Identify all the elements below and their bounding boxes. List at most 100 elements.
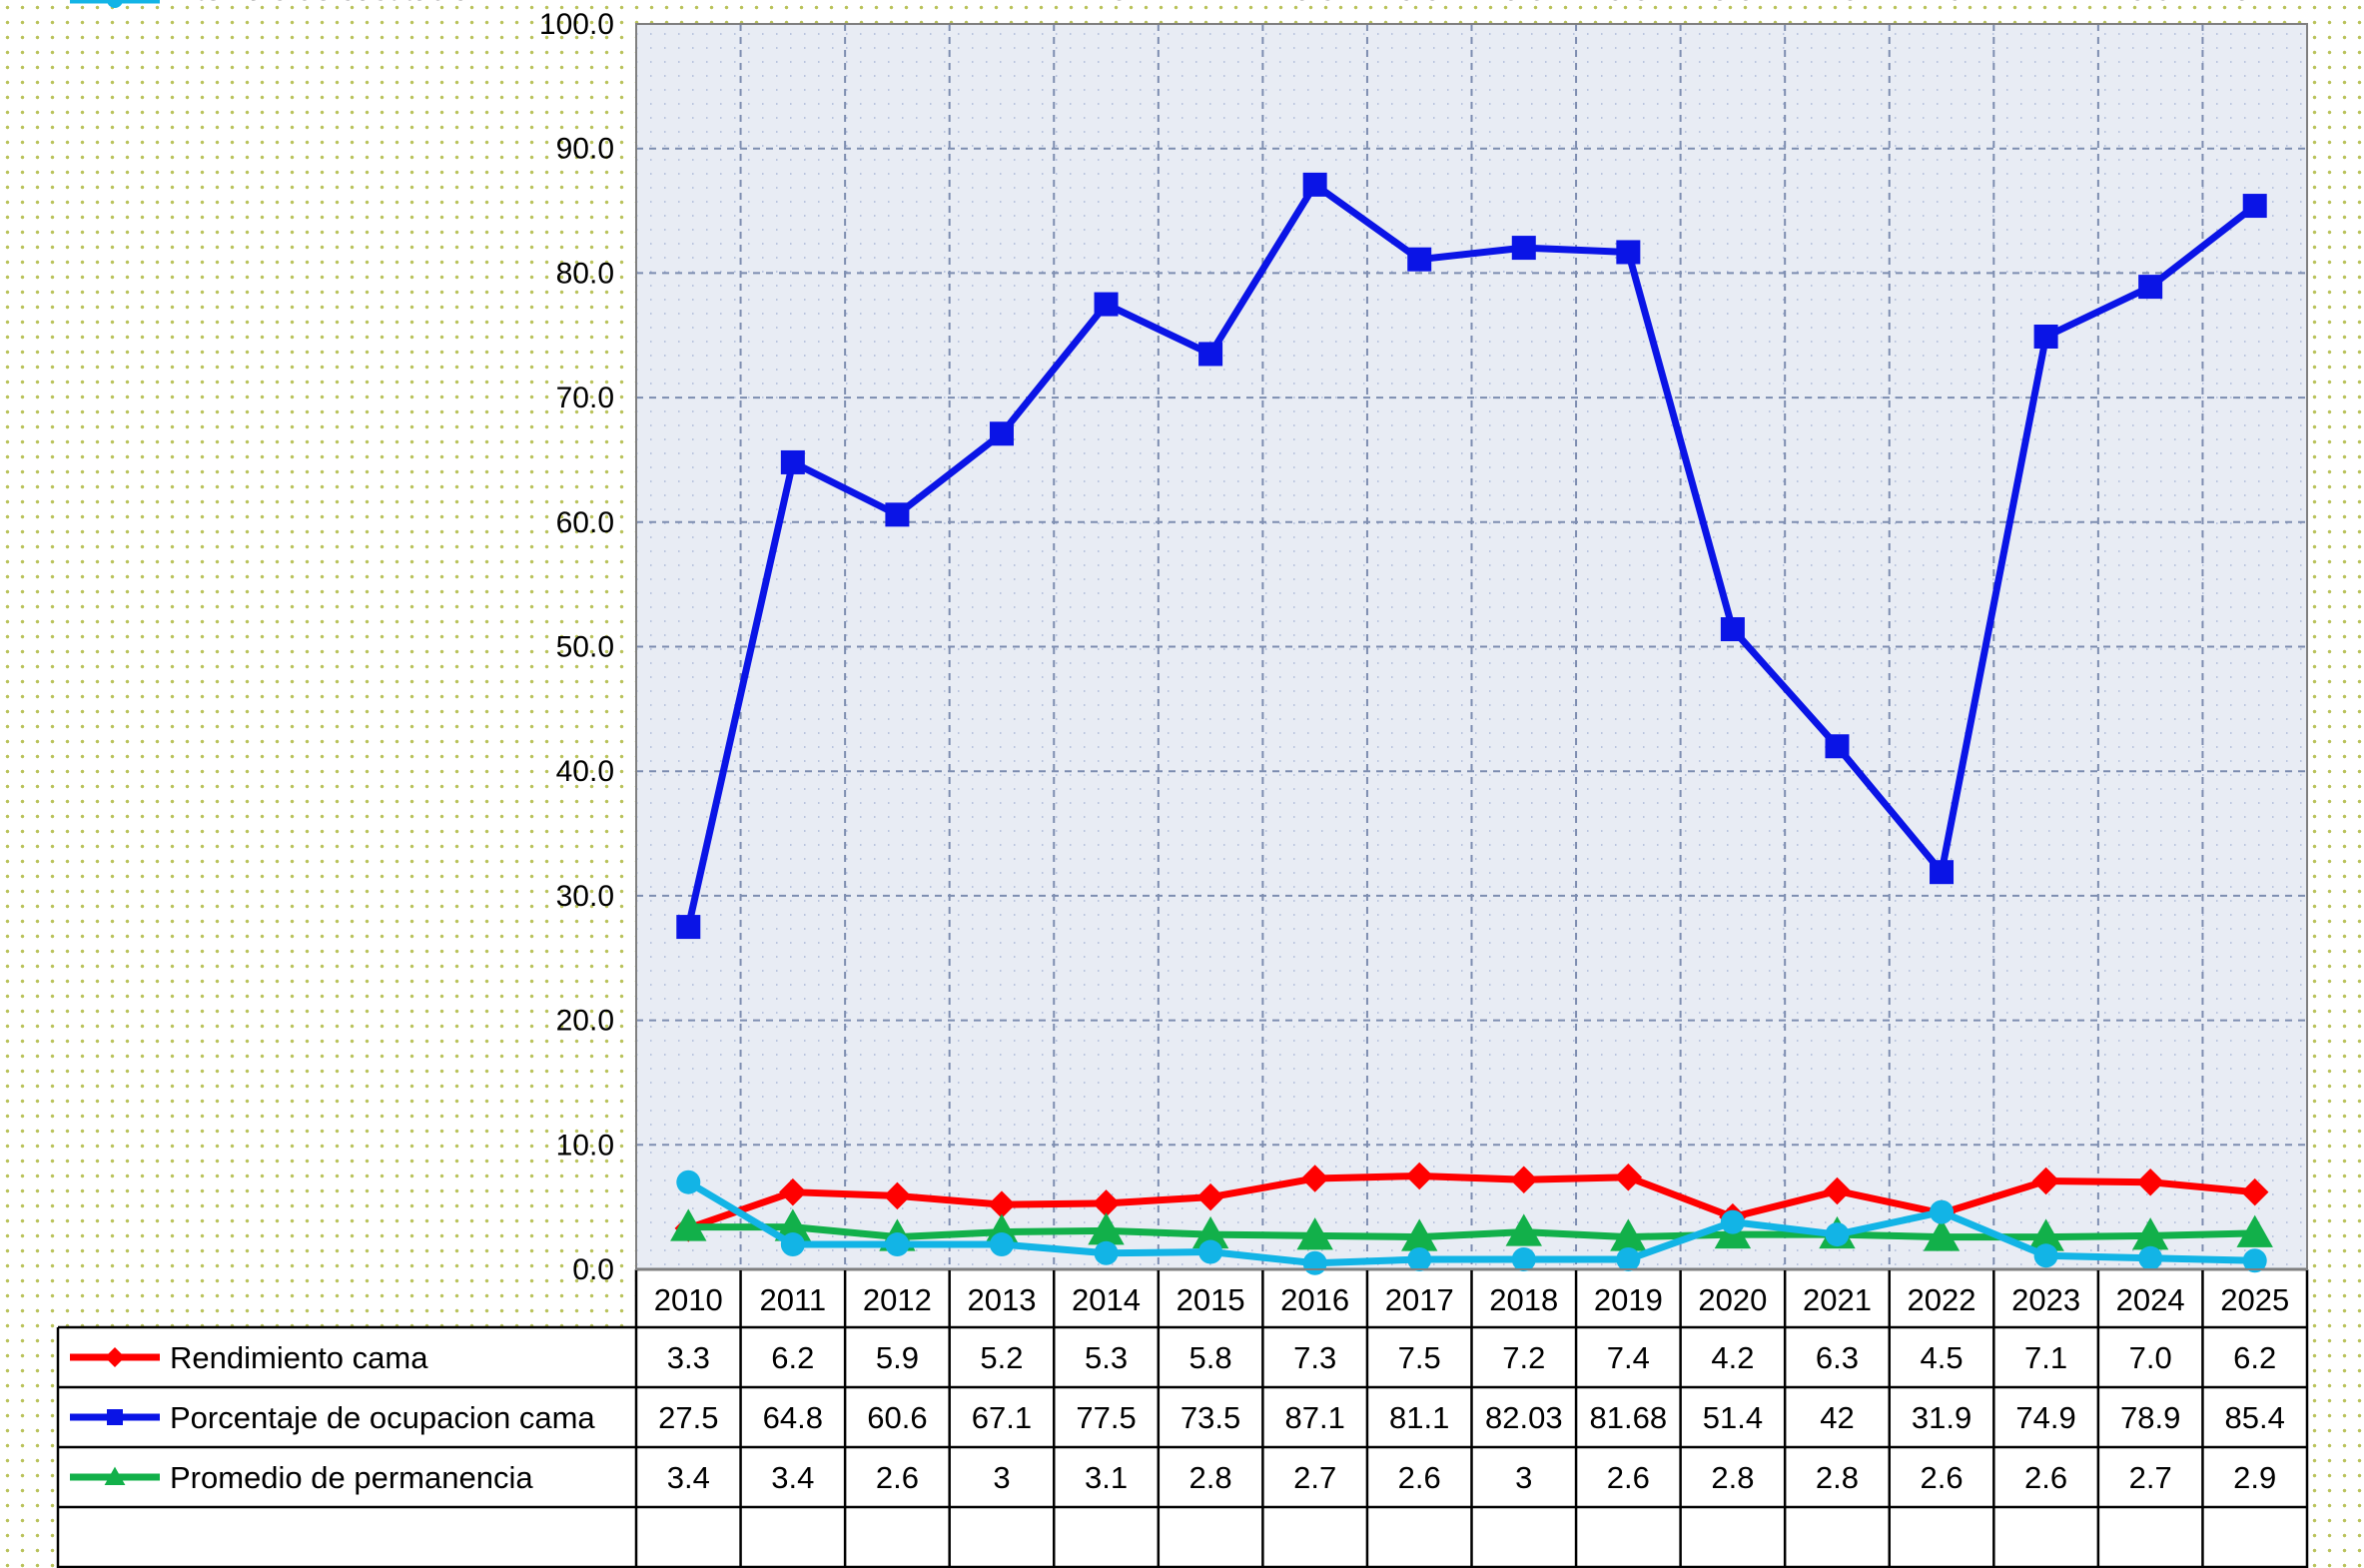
table-cell-value: 82.03 [1485, 1400, 1563, 1435]
data-point [1823, 1176, 1852, 1205]
legend-label: Promedio de permanencia [170, 1460, 533, 1495]
x-category-label: 2015 [1177, 1282, 1245, 1317]
data-point [105, 1347, 125, 1367]
series-lines [670, 172, 2273, 1275]
x-category-label: 2020 [1698, 1282, 1767, 1317]
table-cell-value: 7.1 [2024, 1340, 2067, 1375]
table-row: Intervalo de sustitucion 7 2 2 2 1.3 1.4 0.5 0.8… [70, 0, 2276, 8]
y-tick-label: 10.0 [556, 1129, 614, 1162]
data-point [885, 502, 910, 527]
table-cell-value: 64.8 [763, 1400, 823, 1435]
data-point [1616, 240, 1641, 265]
table-cell-value: 7.4 [1607, 1340, 1650, 1375]
series-intervalo-de-sustitucion [676, 1170, 2267, 1275]
table-cell-value: 27.5 [658, 1400, 718, 1435]
plot-border [635, 23, 2308, 1270]
y-tick-label: 70.0 [556, 382, 614, 414]
x-category-label: 2025 [2220, 1282, 2289, 1317]
table-cell-value: 2.8 [1816, 0, 1859, 7]
data-point [1196, 1182, 1224, 1211]
data-point [2031, 1167, 2060, 1195]
data-point [1300, 1165, 1329, 1192]
table-cell-value: 7.3 [1293, 1340, 1336, 1375]
table-cell-value: 3 [993, 1460, 1010, 1495]
data-point [1094, 1240, 1119, 1265]
series-line [684, 181, 2257, 928]
x-category-label: 2018 [1489, 1282, 1558, 1317]
data-point [1094, 292, 1119, 317]
table-cell-value: 2 [993, 0, 1010, 7]
table-cell-value: 7.0 [2129, 1340, 2172, 1375]
table-row: Rendimiento cama 3.3 6.2 5.9 5.2 5.3 5.8 7.3 7.5… [70, 1340, 2276, 1375]
table-cell-value: 3 [1515, 1460, 1532, 1495]
data-point [107, 1409, 123, 1425]
data-point [885, 1232, 910, 1257]
data-point [1510, 1166, 1538, 1193]
data-point [774, 1208, 812, 1241]
table-cell-value: 7.5 [1398, 1340, 1441, 1375]
data-point [1191, 1215, 1229, 1249]
table-row: Promedio de permanencia 3.4 3.4 2.6 3 3.1 2.8 2… [70, 1460, 2276, 1495]
data-point [1930, 1199, 1955, 1224]
table-cell-value: 3.4 [771, 1460, 814, 1495]
table-cell-value: 2.8 [1816, 1460, 1859, 1495]
table-cell-value: 0.9 [2129, 0, 2172, 7]
data-point [2033, 1243, 2058, 1268]
table-cell-value: 0.7 [2233, 0, 2276, 7]
data-point [780, 449, 805, 474]
data-point [2240, 1177, 2269, 1206]
data-point [1930, 860, 1955, 885]
table-cell-value: 85.4 [2225, 1400, 2285, 1435]
data-point [1407, 247, 1432, 272]
table-cell-value: 51.4 [1703, 1400, 1763, 1435]
table-cell-value: 78.9 [2120, 1400, 2180, 1435]
y-tick-label: 20.0 [556, 1005, 614, 1038]
data-point [1296, 1217, 1333, 1250]
y-tick-label: 100.0 [539, 8, 614, 41]
data-point [104, 1466, 126, 1485]
data-point [2242, 194, 2267, 219]
table-cell-value: 3.4 [667, 1460, 710, 1495]
table-cell-value: 31.9 [1912, 1400, 1971, 1435]
data-point [2027, 1218, 2064, 1251]
table-cell-value: 0.8 [1607, 0, 1650, 7]
table-cell-value: 0.8 [1502, 0, 1545, 7]
data-point [780, 1232, 805, 1257]
data-point [1610, 1218, 1647, 1251]
y-axis: 0.0 10.0 20.0 30.0 40.0 50.0 60.0 70.0 80.0 90.0 1… [539, 8, 614, 1286]
x-category-label: 2022 [1908, 1282, 1976, 1317]
data-point [779, 1177, 807, 1206]
y-tick-label: 90.0 [556, 133, 614, 166]
table-cell-value: 5.2 [980, 1340, 1023, 1375]
data-point [1720, 1209, 1745, 1234]
data-point [1092, 1189, 1121, 1217]
data-point [1407, 1247, 1432, 1272]
table-cell-value: 3.1 [1085, 1460, 1128, 1495]
y-tick-label: 80.0 [556, 257, 614, 290]
data-point [988, 1190, 1016, 1218]
series-rendimiento-cama [674, 1162, 2269, 1242]
table-cell-value: 42 [1820, 1400, 1854, 1435]
table-cell-value: 1.3 [1085, 0, 1128, 7]
table-cell-value: 7.2 [1502, 1340, 1545, 1375]
x-category-label: 2012 [863, 1282, 932, 1317]
table-cell-value: 4.2 [1711, 1340, 1754, 1375]
legend-label: Intervalo de sustitucion [170, 0, 486, 7]
data-point [676, 1170, 701, 1194]
y-tick-label: 50.0 [556, 631, 614, 664]
data-point [2242, 1248, 2267, 1273]
table-cell-value: 77.5 [1076, 1400, 1136, 1435]
data-point [989, 1232, 1014, 1257]
data-point [1088, 1212, 1125, 1245]
table-cell-value: 3.3 [667, 1340, 710, 1375]
table-cell-value: 6.2 [771, 1340, 814, 1375]
x-category-label: 2023 [2011, 1282, 2080, 1317]
series-line [686, 1178, 2255, 1267]
x-category-label: 2024 [2116, 1282, 2185, 1317]
data-point [1198, 342, 1223, 367]
x-category-label: 2013 [967, 1282, 1036, 1317]
data-point [1923, 1218, 1961, 1251]
table-cell-value: 2.6 [1920, 1460, 1963, 1495]
data-point [1720, 617, 1745, 642]
